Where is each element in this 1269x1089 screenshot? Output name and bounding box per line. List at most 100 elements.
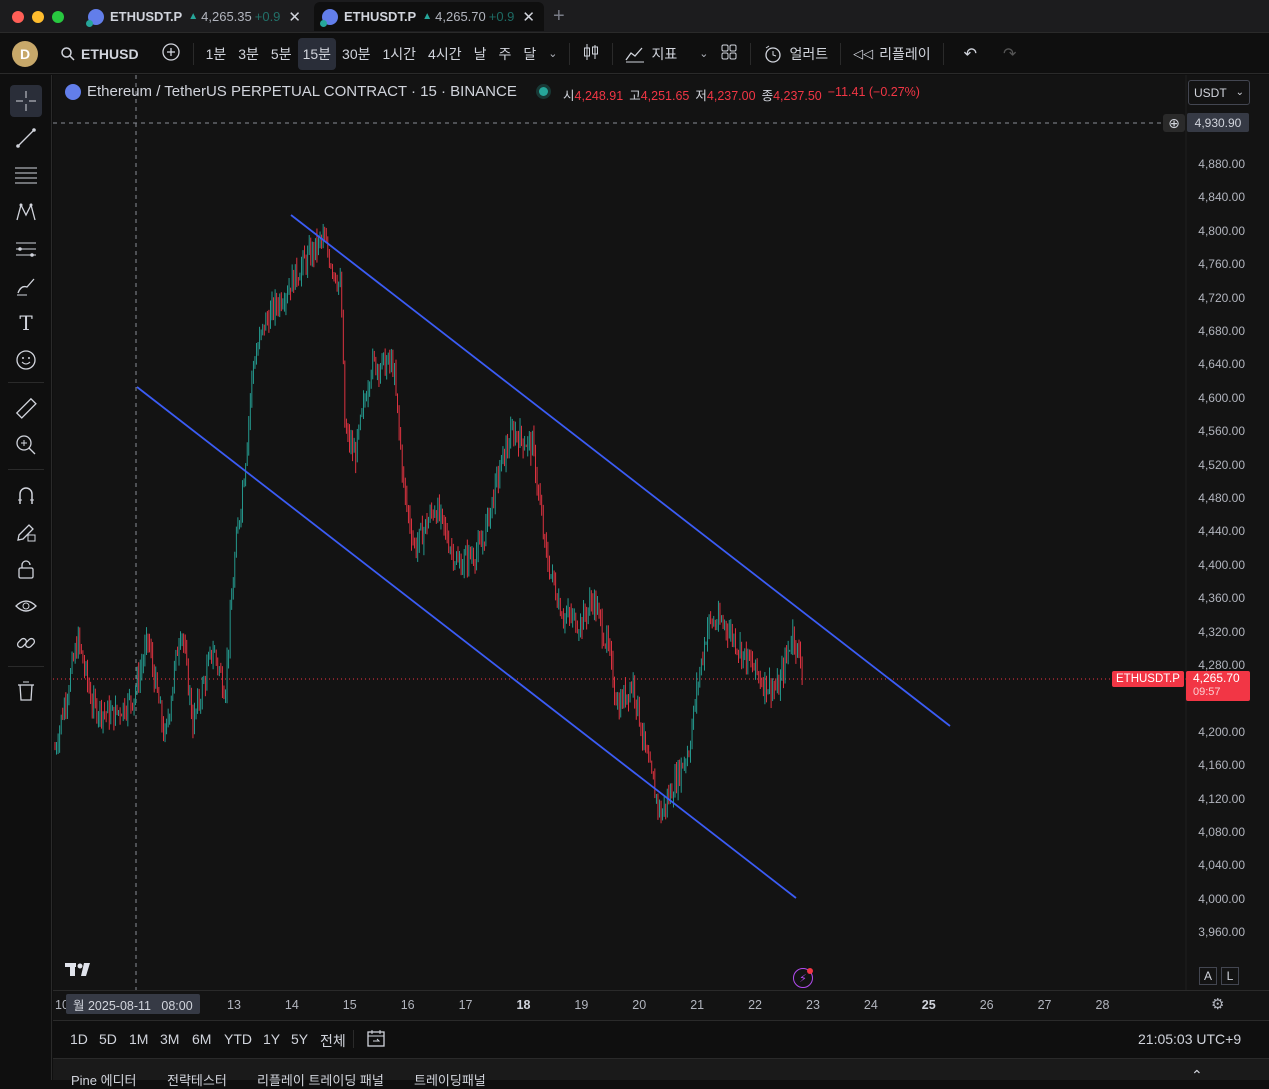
brush-tool[interactable] bbox=[10, 270, 42, 302]
replay-button[interactable]: ◁◁ 리플레이 bbox=[847, 44, 937, 64]
lock-drawings-tool[interactable] bbox=[10, 553, 42, 585]
interval-day[interactable]: 날 bbox=[473, 45, 487, 62]
new-tab-icon[interactable]: + bbox=[553, 5, 565, 27]
time-tick-label: 15 bbox=[342, 998, 357, 1012]
interval-dropdown-chevron-icon[interactable]: ⌄ bbox=[548, 48, 558, 60]
zoom-tool[interactable] bbox=[10, 429, 42, 461]
add-alert-plus-icon[interactable]: ⊕ bbox=[1163, 114, 1185, 132]
chart-type-button[interactable] bbox=[576, 42, 606, 65]
interval-4h[interactable]: 4시간 bbox=[428, 45, 462, 62]
range-5y[interactable]: 5Y bbox=[291, 1031, 309, 1047]
collapse-panel-chevron-icon[interactable]: ⌃ bbox=[1191, 1067, 1203, 1083]
minimize-window-icon[interactable] bbox=[32, 11, 44, 23]
channel-upper-line bbox=[290, 214, 951, 727]
price-tick-label: 4,840.00 bbox=[1198, 190, 1245, 205]
crosshair-tool[interactable] bbox=[10, 85, 42, 117]
price-tick-label: 4,200.00 bbox=[1198, 724, 1245, 739]
tab-price: 4,265.35 bbox=[201, 9, 252, 24]
maximize-window-icon[interactable] bbox=[52, 11, 64, 23]
interval-1m[interactable]: 1분 bbox=[205, 45, 227, 62]
close-tab-icon[interactable]: ✕ bbox=[522, 8, 535, 26]
layout-grid-icon bbox=[721, 44, 737, 60]
go-to-date-button[interactable] bbox=[366, 1028, 386, 1051]
hide-drawings-tool[interactable] bbox=[10, 590, 42, 622]
undo-icon[interactable]: ↶ bbox=[963, 45, 978, 63]
tab-price: 4,265.70 bbox=[435, 9, 486, 24]
emoji-tool[interactable] bbox=[10, 344, 42, 376]
range-1d[interactable]: 1D bbox=[70, 1031, 88, 1047]
pattern-tool[interactable] bbox=[10, 196, 42, 228]
lightning-icon[interactable]: ⚡ bbox=[793, 968, 813, 988]
brush-icon bbox=[17, 278, 35, 296]
range-ytd[interactable]: YTD bbox=[224, 1031, 252, 1047]
stay-in-drawing-tool[interactable] bbox=[10, 516, 42, 548]
forecast-tool[interactable] bbox=[10, 233, 42, 265]
auto-scale-button[interactable]: A bbox=[1199, 967, 1217, 985]
range-all[interactable]: 전체 bbox=[320, 1033, 346, 1049]
indicators-chevron-icon[interactable]: ⌄ bbox=[699, 48, 709, 60]
close-tab-icon[interactable]: ✕ bbox=[288, 8, 301, 26]
symbol-search[interactable]: ETHUSD bbox=[54, 46, 145, 62]
notification-dot bbox=[807, 968, 813, 974]
range-3m[interactable]: 3M bbox=[160, 1031, 180, 1047]
smiley-icon bbox=[16, 350, 36, 370]
range-1m[interactable]: 1M bbox=[129, 1031, 149, 1047]
currency-label: USDT bbox=[1194, 85, 1227, 100]
redo-icon[interactable]: ↷ bbox=[1003, 45, 1017, 63]
trendline-tool[interactable] bbox=[10, 122, 42, 154]
time-tick-label: 18 bbox=[516, 998, 531, 1012]
time-tick-label: 23 bbox=[806, 998, 820, 1012]
time-label-cut: 10 bbox=[55, 998, 69, 1012]
avatar[interactable]: D bbox=[12, 40, 38, 67]
log-scale-button[interactable]: L bbox=[1221, 967, 1239, 985]
link-tool[interactable] bbox=[10, 627, 42, 659]
projection-icon bbox=[16, 242, 36, 257]
symbol-title[interactable]: Ethereum / TetherUS PERPETUAL CONTRACT ·… bbox=[87, 83, 517, 100]
alert-button[interactable]: 얼러트 bbox=[757, 44, 834, 64]
close-window-icon[interactable] bbox=[12, 11, 24, 23]
last-price-value: 4,265.70 bbox=[1193, 671, 1240, 685]
layout-button[interactable] bbox=[714, 43, 744, 64]
measure-tool[interactable] bbox=[10, 392, 42, 424]
interval-5m[interactable]: 5분 bbox=[270, 45, 292, 62]
fib-tool[interactable] bbox=[10, 159, 42, 191]
interval-1h[interactable]: 1시간 bbox=[382, 45, 417, 62]
range-6m[interactable]: 6M bbox=[192, 1031, 212, 1047]
text-tool-icon[interactable]: T bbox=[19, 311, 33, 335]
divider bbox=[353, 1030, 354, 1048]
calendar-icon bbox=[367, 1030, 385, 1047]
replay-label: 리플레이 bbox=[879, 45, 931, 62]
chart-pane[interactable]: Ethereum / TetherUS PERPETUAL CONTRACT ·… bbox=[53, 75, 1269, 1020]
indicators-button[interactable]: 지표 bbox=[619, 44, 683, 64]
range-5d[interactable]: 5D bbox=[99, 1031, 117, 1047]
divider bbox=[8, 666, 44, 667]
open-value: 시4,248.91 bbox=[563, 89, 624, 103]
trash-icon bbox=[18, 681, 34, 701]
interval-month[interactable]: 달 bbox=[523, 45, 537, 62]
time-tick-label: 28 bbox=[1095, 998, 1110, 1012]
tab-ethusdt-2[interactable]: ETHUSDT.P ▲ 4,265.70 +0.9 ✕ bbox=[314, 2, 544, 31]
interval-week[interactable]: 주 bbox=[498, 45, 512, 62]
timezone-clock[interactable]: 21:05:03 UTC+9 bbox=[1138, 1031, 1242, 1047]
compare-symbol-button[interactable] bbox=[155, 42, 187, 65]
price-chart-canvas[interactable] bbox=[53, 75, 1269, 1020]
unlock-icon bbox=[18, 560, 34, 579]
tab-change: +0.9 bbox=[254, 9, 281, 24]
remove-drawings-tool[interactable] bbox=[10, 675, 42, 707]
interval-3m[interactable]: 3분 bbox=[238, 45, 259, 62]
market-open-status-icon bbox=[538, 87, 548, 96]
tab-change: +0.9 bbox=[488, 9, 515, 24]
tradingview-logo[interactable] bbox=[65, 961, 97, 982]
magnet-icon bbox=[18, 487, 34, 504]
top-toolbar: D ETHUSD 1분 3분 5분 15분 30분 1시간 4시간 날 주 달 … bbox=[0, 34, 1269, 74]
magnet-tool[interactable] bbox=[10, 479, 42, 511]
currency-select[interactable]: USDT ⌄ bbox=[1188, 80, 1250, 105]
range-1y[interactable]: 1Y bbox=[263, 1031, 281, 1047]
eth-coin-icon bbox=[86, 8, 104, 27]
gear-icon[interactable]: ⚙ bbox=[1211, 996, 1225, 1013]
interval-15m[interactable]: 15분 bbox=[297, 37, 337, 70]
time-axis[interactable] bbox=[53, 990, 1269, 1020]
interval-30m[interactable]: 30분 bbox=[342, 45, 371, 62]
tab-ethusdt-1[interactable]: ETHUSDT.P ▲ 4,265.35 +0.9 ✕ bbox=[80, 2, 310, 31]
divider bbox=[612, 42, 614, 65]
